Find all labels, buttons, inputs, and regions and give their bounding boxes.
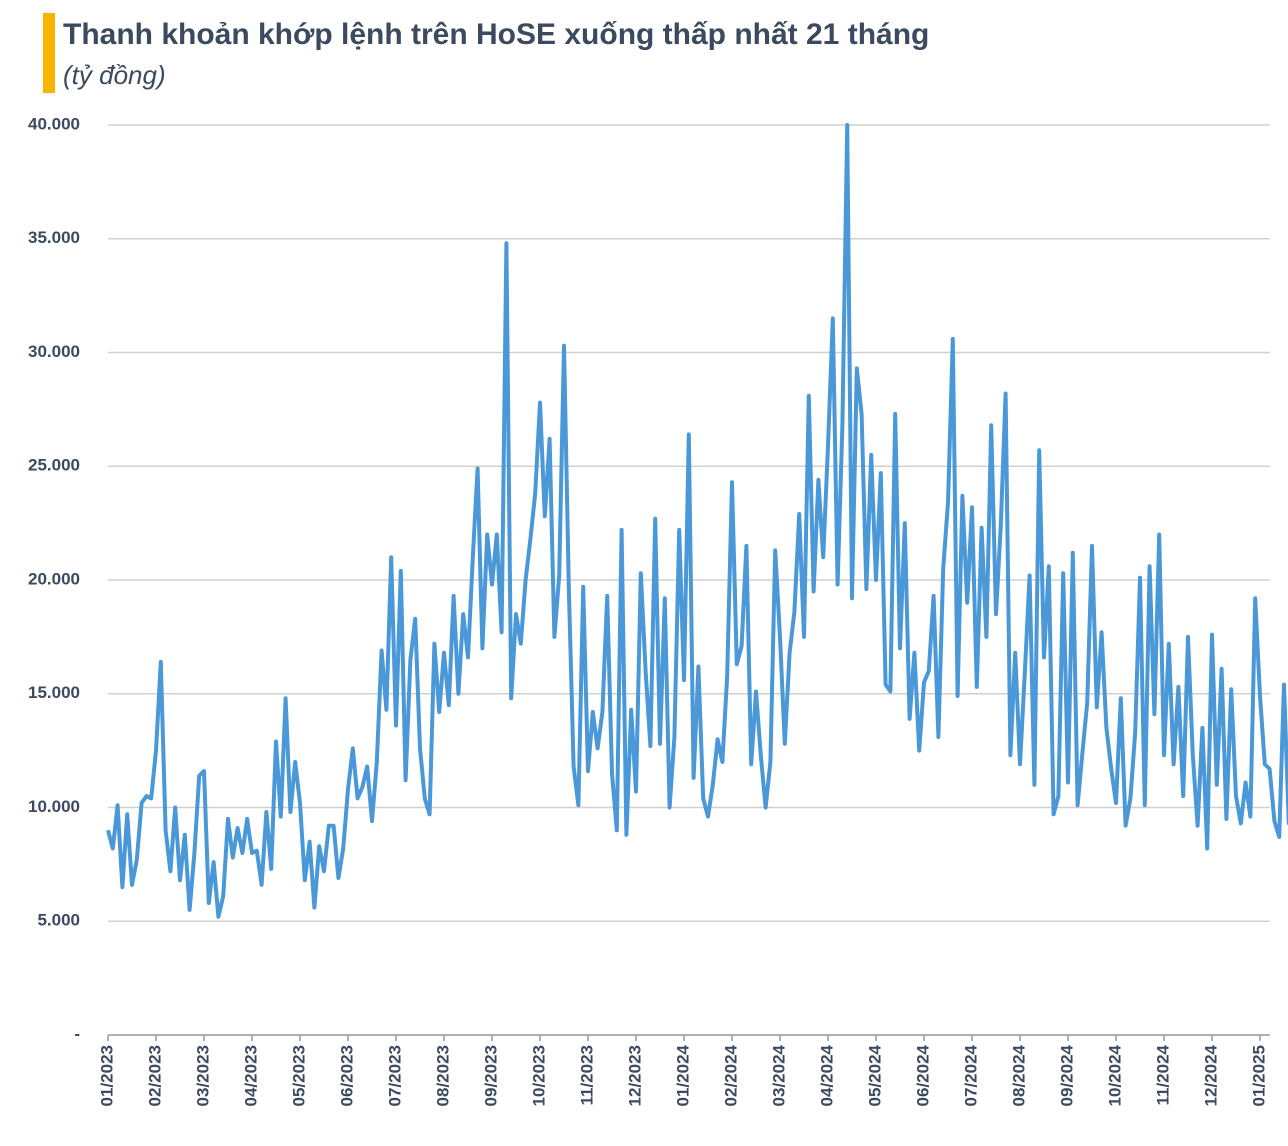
y-tick-label: - <box>74 1024 80 1043</box>
x-tick-label: 10/2024 <box>1105 1044 1124 1106</box>
x-tick-label: 07/2024 <box>961 1044 980 1106</box>
x-tick-label: 01/2024 <box>673 1044 692 1106</box>
x-tick-label: 03/2024 <box>769 1044 788 1106</box>
x-tick-label: 08/2023 <box>433 1045 452 1106</box>
x-tick-label: 11/2024 <box>1153 1044 1172 1105</box>
x-tick-label: 10/2023 <box>529 1045 548 1106</box>
x-tick-label: 12/2023 <box>625 1045 644 1106</box>
chart-subtitle: (tỷ đồng) <box>63 60 166 90</box>
y-tick-label: 35.000 <box>28 228 80 247</box>
x-tick-label: 12/2024 <box>1201 1044 1220 1106</box>
data-line <box>106 123 1288 919</box>
y-tick-label: 15.000 <box>28 683 80 702</box>
x-tick-label: 05/2024 <box>865 1044 884 1106</box>
x-tick-label: 08/2024 <box>1009 1044 1028 1106</box>
x-tick-label: 09/2023 <box>481 1045 500 1106</box>
x-tick-label: 02/2023 <box>145 1045 164 1106</box>
chart-title: Thanh khoản khớp lệnh trên HoSE xuống th… <box>63 18 929 51</box>
x-tick-label: 09/2024 <box>1057 1044 1076 1106</box>
x-tick-label: 05/2023 <box>289 1045 308 1106</box>
y-tick-label: 30.000 <box>28 342 80 361</box>
x-tick-label: 06/2023 <box>337 1045 356 1106</box>
x-tick-label: 07/2023 <box>385 1045 404 1106</box>
y-tick-label: 10.000 <box>28 797 80 816</box>
x-tick-label: 06/2024 <box>913 1044 932 1106</box>
x-tick-label: 02/2024 <box>721 1044 740 1106</box>
title-accent <box>43 13 55 93</box>
x-tick-label: 11/2023 <box>577 1045 596 1106</box>
x-tick-label: 04/2024 <box>817 1044 836 1106</box>
y-tick-label: 20.000 <box>28 569 80 588</box>
y-tick-label: 5.000 <box>37 911 80 930</box>
y-tick-label: 25.000 <box>28 456 80 475</box>
x-tick-label: 04/2023 <box>241 1045 260 1106</box>
x-tick-label: 01/2025 <box>1249 1045 1268 1106</box>
x-tick-label: 03/2023 <box>193 1045 212 1106</box>
x-tick-label: 01/2023 <box>97 1045 116 1106</box>
y-tick-label: 40.000 <box>28 114 80 133</box>
